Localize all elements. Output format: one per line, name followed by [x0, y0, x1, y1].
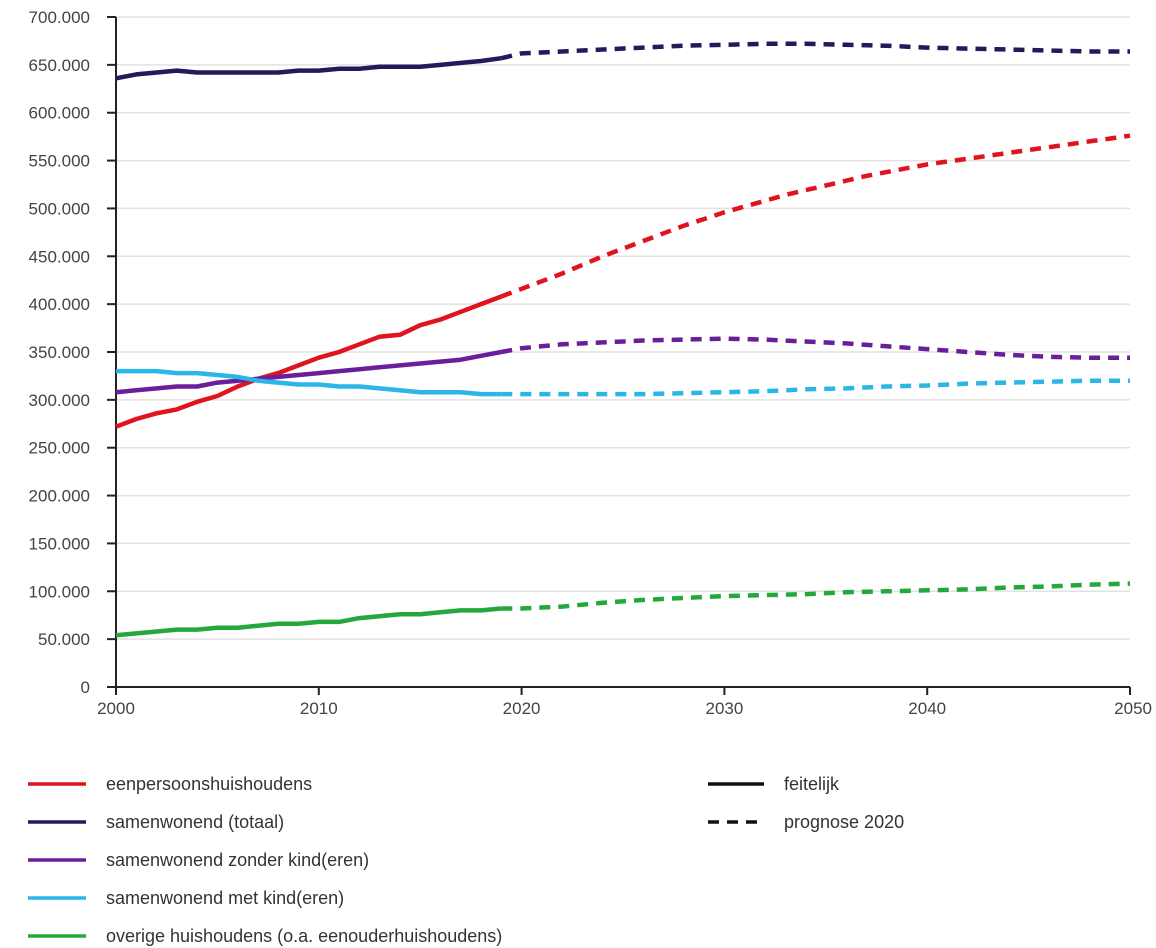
series-line-actual — [115, 294, 503, 429]
legend-item: overige huishoudens (o.a. eenouderhuisho… — [28, 926, 502, 946]
series-line-actual — [115, 349, 502, 395]
y-tick-label: 600.000 — [29, 104, 90, 123]
y-tick-label: 50.000 — [38, 630, 90, 649]
x-tick-label: 2030 — [705, 699, 743, 718]
series-line-actual — [115, 55, 502, 81]
series-line-forecast — [500, 336, 1130, 360]
x-tick-label: 2020 — [503, 699, 541, 718]
series-2 — [115, 336, 1130, 395]
x-tick-label: 2010 — [300, 699, 338, 718]
y-tick-label: 400.000 — [29, 295, 90, 314]
series-line-forecast — [501, 378, 1130, 397]
gridlines — [116, 16, 1130, 640]
legend-style-label: feitelijk — [784, 774, 840, 794]
series-3 — [116, 368, 1130, 397]
series-lines — [115, 41, 1131, 638]
legend-style-item: prognose 2020 — [708, 812, 904, 832]
axes — [107, 16, 1131, 695]
y-axis-ticks: 0 50.000 100.000 150.000 200.000 250.000 300.0… — [29, 8, 90, 697]
legend-item: samenwonend zonder kind(eren) — [28, 850, 369, 870]
legend-style-item: feitelijk — [708, 774, 840, 794]
y-tick-label: 450.000 — [29, 247, 90, 266]
series-line-actual — [116, 368, 502, 397]
y-tick-label: 150.000 — [29, 534, 90, 553]
y-tick-label: 650.000 — [29, 56, 90, 75]
y-tick-label: 0 — [81, 678, 90, 697]
x-tick-label: 2050 — [1114, 699, 1152, 718]
legend-label: samenwonend zonder kind(eren) — [106, 850, 369, 870]
y-tick-label: 700.000 — [29, 8, 90, 27]
series-line-actual — [115, 606, 502, 638]
y-tick-label: 200.000 — [29, 487, 90, 506]
y-tick-label: 500.000 — [29, 199, 90, 218]
series-0 — [115, 133, 1131, 429]
y-tick-label: 250.000 — [29, 439, 90, 458]
legend-item: samenwonend met kind(eren) — [28, 888, 344, 908]
series-line-forecast — [500, 41, 1130, 61]
legend-label: samenwonend met kind(eren) — [106, 888, 344, 908]
series-line-forecast — [501, 581, 1131, 611]
legend: eenpersoonshuishoudens samenwonend (totaa… — [28, 774, 904, 946]
legend-item: samenwonend (totaal) — [28, 812, 284, 832]
x-axis-ticks: 2000 2010 2020 2030 2040 2050 — [97, 699, 1152, 718]
y-tick-label: 350.000 — [29, 343, 90, 362]
y-tick-label: 300.000 — [29, 391, 90, 410]
legend-label: overige huishoudens (o.a. eenouderhuisho… — [106, 926, 502, 946]
series-line-forecast — [500, 133, 1131, 299]
legend-label: samenwonend (totaal) — [106, 812, 284, 832]
legend-label: eenpersoonshuishoudens — [106, 774, 312, 794]
series-1 — [115, 41, 1130, 81]
legend-style-label: prognose 2020 — [784, 812, 904, 832]
y-tick-label: 550.000 — [29, 152, 90, 171]
x-tick-label: 2040 — [908, 699, 946, 718]
legend-item: eenpersoonshuishoudens — [28, 774, 312, 794]
series-4 — [115, 581, 1131, 638]
x-tick-label: 2000 — [97, 699, 135, 718]
y-tick-label: 100.000 — [29, 582, 90, 601]
